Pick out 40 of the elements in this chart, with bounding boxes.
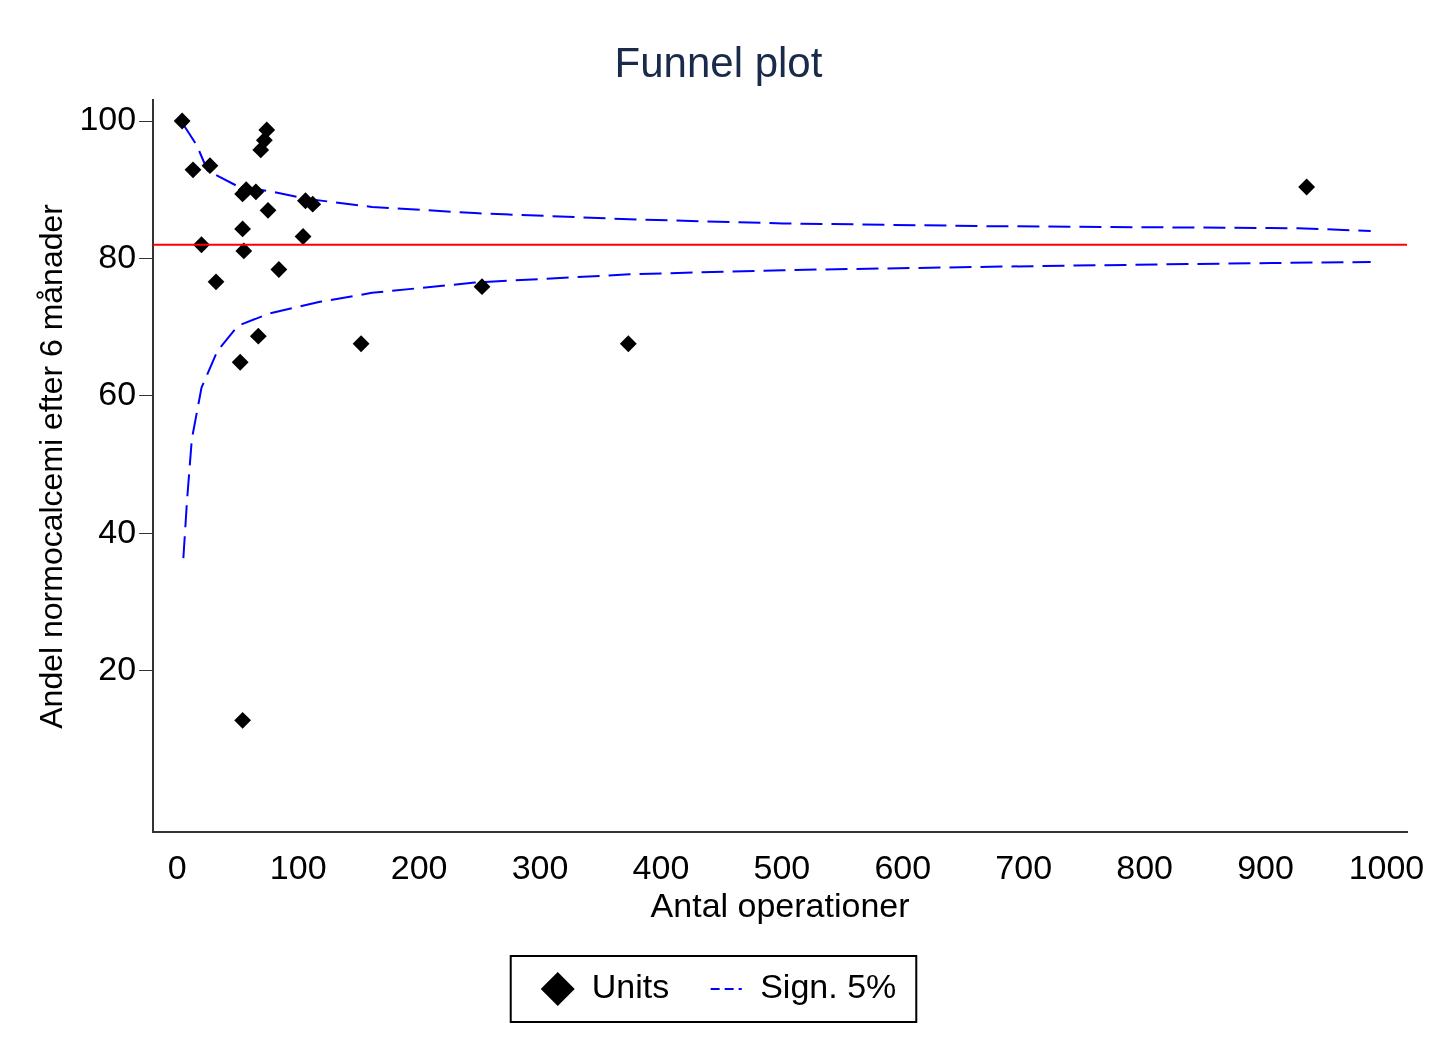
- x-tick-label: 400: [632, 848, 690, 887]
- x-tick-label: 100: [269, 848, 327, 887]
- legend-label: Sign. 5%: [760, 967, 897, 1006]
- point: [234, 220, 251, 237]
- x-tick-label: 1000: [1348, 848, 1425, 887]
- point: [232, 354, 249, 371]
- point: [620, 335, 637, 352]
- point: [474, 278, 491, 295]
- point: [258, 121, 275, 138]
- point: [185, 161, 202, 178]
- line-series: [182, 260, 1372, 560]
- x-tick-label: 200: [390, 848, 448, 887]
- point: [235, 242, 252, 259]
- point: [270, 261, 287, 278]
- chart-title: Funnel plot: [614, 38, 823, 86]
- x-tick-label: 600: [874, 848, 932, 887]
- point: [174, 113, 191, 130]
- point: [295, 228, 312, 245]
- x-tick-label: 700: [995, 848, 1053, 887]
- y-tick-label: 40: [98, 511, 137, 550]
- point: [250, 328, 267, 345]
- point: [252, 141, 269, 158]
- y-tick-label: 80: [98, 236, 137, 275]
- y-tick-label: 60: [98, 374, 137, 413]
- y-tick-label: 100: [79, 99, 137, 138]
- point: [208, 273, 224, 290]
- x-tick-label: 800: [1116, 848, 1173, 887]
- legend-label: Units: [591, 967, 670, 1006]
- x-tick-label: 0: [167, 848, 187, 887]
- x-tick-label: 900: [1237, 848, 1294, 887]
- point: [201, 157, 218, 174]
- y-axis-title: Andel normocalcemi efter 6 månader: [33, 203, 70, 729]
- y-tick-label: 20: [98, 649, 137, 688]
- point: [260, 202, 276, 219]
- point: [1298, 179, 1315, 195]
- point: [234, 712, 251, 729]
- x-axis-title: Antal operationer: [650, 885, 910, 924]
- x-tick-label: 300: [511, 848, 569, 887]
- x-tick-label: 500: [753, 848, 811, 887]
- point: [353, 335, 370, 352]
